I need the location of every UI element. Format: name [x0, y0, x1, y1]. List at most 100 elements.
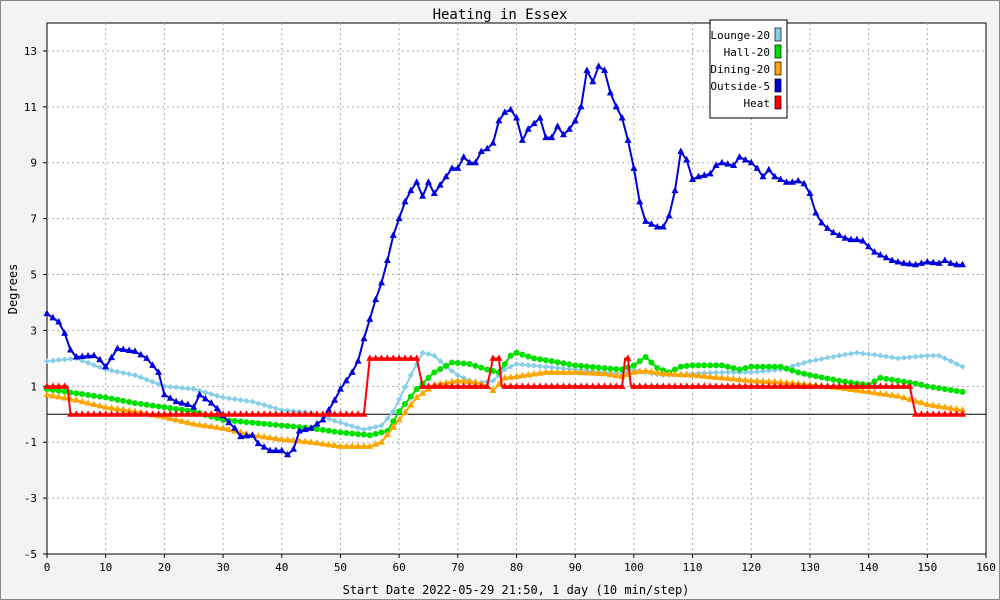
data-point-heat: [190, 410, 198, 417]
data-point-hall-20: [683, 363, 690, 370]
data-point-hall-20: [707, 362, 714, 369]
data-point-heat: [530, 382, 538, 389]
data-point-hall-20: [155, 403, 162, 410]
data-point-dining-20: [471, 378, 479, 385]
data-point-hall-20: [519, 351, 526, 358]
data-point-heat: [360, 410, 368, 417]
data-point-hall-20: [319, 426, 326, 433]
data-point-outside-5: [724, 160, 732, 167]
data-point-hall-20: [801, 370, 808, 377]
data-point-outside-5: [407, 186, 415, 194]
data-point-hall-20: [132, 400, 139, 407]
data-point-lounge-20: [225, 395, 232, 402]
data-point-lounge-20: [454, 372, 461, 379]
data-point-heat: [759, 382, 767, 389]
x-tick-label: 0: [44, 561, 51, 574]
data-point-heat: [248, 410, 256, 417]
data-point-outside-5: [912, 260, 920, 268]
x-tick-label: 140: [859, 561, 879, 574]
data-point-heat: [554, 382, 562, 389]
data-point-lounge-20: [918, 353, 925, 360]
data-point-outside-5: [248, 431, 256, 438]
data-point-hall-20: [724, 363, 731, 370]
data-point-dining-20: [466, 377, 474, 385]
data-point-heat: [671, 382, 679, 389]
x-tick-label: 150: [917, 561, 937, 574]
data-point-heat: [595, 382, 603, 389]
data-point-outside-5: [865, 242, 873, 250]
data-point-hall-20: [472, 362, 479, 369]
data-point-lounge-20: [214, 392, 221, 399]
legend-swatch-heat: [774, 95, 782, 110]
data-point-hall-20: [578, 362, 585, 369]
data-point-outside-5: [548, 133, 556, 141]
data-point-dining-20: [659, 369, 667, 377]
data-point-heat: [636, 382, 644, 389]
data-point-outside-5: [595, 62, 603, 69]
data-point-heat: [119, 410, 127, 417]
data-point-heat: [518, 382, 526, 389]
data-point-dining-20: [342, 442, 350, 449]
data-point-heat: [237, 410, 245, 417]
data-point-outside-5: [419, 192, 427, 199]
data-point-outside-5: [108, 353, 116, 361]
data-point-heat: [642, 382, 650, 389]
data-point-hall-20: [918, 381, 925, 388]
data-point-heat: [172, 410, 180, 417]
data-point-hall-20: [824, 375, 831, 382]
data-point-outside-5: [800, 179, 808, 187]
data-point-outside-5: [765, 165, 773, 173]
data-point-dining-20: [601, 369, 609, 377]
data-point-lounge-20: [801, 359, 808, 366]
data-point-heat: [513, 382, 520, 389]
data-point-lounge-20: [554, 364, 561, 371]
data-point-dining-20: [49, 391, 57, 399]
data-point-dining-20: [941, 403, 949, 410]
data-point-heat: [912, 410, 920, 417]
data-point-outside-5: [155, 368, 163, 375]
data-point-outside-5: [49, 313, 57, 321]
y-tick-label: 13: [24, 45, 37, 58]
data-point-heat: [436, 382, 444, 389]
data-point-outside-5: [900, 259, 908, 266]
data-point-heat: [419, 382, 427, 389]
data-point-lounge-20: [372, 423, 379, 430]
data-point-hall-20: [671, 366, 678, 373]
legend-label-lounge-20: Lounge-20: [710, 29, 770, 42]
data-point-hall-20: [167, 405, 174, 412]
data-point-heat: [659, 382, 667, 389]
data-point-outside-5: [513, 114, 520, 121]
data-point-heat: [794, 382, 802, 389]
data-point-hall-20: [267, 421, 274, 428]
data-point-heat: [61, 382, 69, 389]
data-point-heat: [108, 410, 116, 417]
data-point-outside-5: [442, 172, 450, 180]
data-point-outside-5: [160, 390, 168, 398]
data-point-outside-5: [577, 102, 585, 110]
data-point-heat: [917, 410, 925, 417]
data-point-hall-20: [278, 422, 285, 429]
data-point-lounge-20: [748, 369, 755, 376]
data-point-dining-20: [419, 389, 427, 396]
data-point-hall-20: [401, 401, 408, 408]
data-point-hall-20: [689, 362, 696, 369]
data-point-lounge-20: [132, 372, 139, 379]
data-point-hall-20: [90, 392, 97, 399]
data-point-heat: [501, 382, 509, 389]
data-point-outside-5: [683, 155, 691, 163]
data-point-outside-5: [501, 108, 509, 115]
data-point-lounge-20: [724, 369, 731, 376]
data-point-heat: [765, 382, 773, 389]
data-point-outside-5: [184, 400, 192, 407]
data-point-lounge-20: [959, 363, 966, 370]
data-point-dining-20: [295, 437, 303, 444]
data-point-hall-20: [648, 359, 655, 366]
data-point-dining-20: [325, 440, 333, 448]
data-point-lounge-20: [490, 377, 497, 384]
data-point-heat: [507, 382, 515, 389]
data-point-outside-5: [243, 431, 251, 439]
data-point-heat: [307, 410, 315, 417]
data-point-outside-5: [166, 394, 174, 401]
data-point-heat: [888, 382, 896, 389]
data-point-hall-20: [231, 417, 238, 424]
